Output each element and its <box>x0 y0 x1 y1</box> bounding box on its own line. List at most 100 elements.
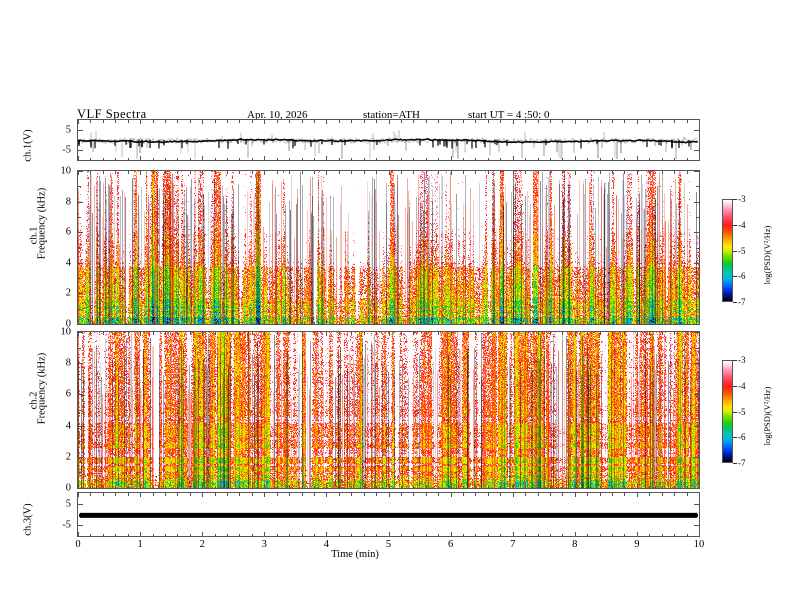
axis-tick <box>513 171 514 175</box>
axis-tick <box>103 332 104 335</box>
axis-tick <box>140 171 141 175</box>
axis-tick <box>587 171 588 174</box>
axis-tick <box>252 171 253 174</box>
colorbar-tick <box>733 385 737 387</box>
colorbar-tick <box>733 360 737 361</box>
axis-tick <box>78 394 83 395</box>
axis-tick <box>488 493 489 496</box>
axis-tick <box>699 120 700 124</box>
axis-tick <box>190 533 191 536</box>
axis-tick <box>239 321 240 324</box>
axis-tick <box>401 533 402 536</box>
axis-tick <box>674 171 675 174</box>
axis-tick <box>694 130 699 131</box>
axis-tick <box>128 171 129 174</box>
axis-tick <box>302 493 303 496</box>
axis-tick <box>252 332 253 335</box>
axis-tick <box>339 120 340 123</box>
axis-tick <box>239 332 240 335</box>
axis-tick <box>612 332 613 335</box>
axis-tick <box>153 533 154 536</box>
axis-tick <box>277 493 278 496</box>
axis-tick <box>177 533 178 536</box>
axis-tick <box>488 485 489 488</box>
axis-tick <box>562 157 563 160</box>
axis-tick <box>78 332 83 333</box>
axis-tick <box>326 484 327 488</box>
axis-tick <box>289 485 290 488</box>
axis-tick <box>90 493 91 496</box>
axis-tick <box>513 156 514 160</box>
axis-tick <box>215 120 216 123</box>
axis-tick <box>587 332 588 335</box>
axis-tick <box>339 332 340 335</box>
axis-tick <box>550 171 551 174</box>
axis-tick <box>277 533 278 536</box>
axis-tick <box>351 493 352 496</box>
axis-tick <box>587 493 588 496</box>
axis-tick <box>401 171 402 174</box>
axis-tick <box>696 217 699 218</box>
axis-tick <box>694 426 699 427</box>
y-axis-tick-label: 0 <box>65 318 71 330</box>
axis-tick <box>165 321 166 324</box>
axis-tick <box>78 410 81 411</box>
colorbar-tick-label: -7 <box>738 458 746 468</box>
ch1-waveform-axis-label: ch.1(V) <box>22 129 34 162</box>
axis-tick <box>575 120 576 124</box>
axis-tick <box>463 171 464 174</box>
axis-tick <box>78 202 83 203</box>
axis-tick <box>600 321 601 324</box>
axis-tick <box>649 332 650 335</box>
axis-tick <box>637 120 638 124</box>
axis-tick <box>694 525 699 526</box>
axis-tick <box>538 332 539 335</box>
axis-tick <box>624 157 625 160</box>
axis-tick <box>215 171 216 174</box>
axis-tick <box>128 157 129 160</box>
axis-tick <box>364 171 365 174</box>
axis-tick <box>264 320 265 324</box>
axis-tick <box>202 171 203 175</box>
x-axis-tick-label: 4 <box>323 539 330 550</box>
header-start-ut: start UT = 4 :50: 0 <box>468 109 550 121</box>
axis-tick <box>215 493 216 496</box>
axis-tick <box>264 484 265 488</box>
axis-tick <box>302 332 303 335</box>
x-axis-tick-label: 5 <box>385 539 392 550</box>
axis-tick <box>463 120 464 123</box>
axis-tick <box>314 485 315 488</box>
axis-tick <box>550 332 551 335</box>
axis-tick <box>78 324 83 325</box>
axis-tick <box>401 157 402 160</box>
axis-tick <box>525 485 526 488</box>
axis-tick <box>165 493 166 496</box>
axis-tick <box>314 171 315 174</box>
axis-tick <box>339 493 340 496</box>
axis-tick <box>165 332 166 335</box>
axis-tick <box>637 171 638 175</box>
axis-tick <box>364 120 365 123</box>
axis-tick <box>302 321 303 324</box>
axis-tick <box>475 321 476 324</box>
axis-tick <box>600 171 601 174</box>
axis-tick <box>500 171 501 174</box>
axis-tick <box>115 533 116 536</box>
axis-tick <box>538 485 539 488</box>
axis-tick <box>488 533 489 536</box>
axis-tick <box>190 120 191 123</box>
axis-tick <box>438 332 439 335</box>
axis-tick <box>413 493 414 496</box>
axis-tick <box>438 321 439 324</box>
axis-tick <box>115 120 116 123</box>
axis-tick <box>500 332 501 335</box>
colorbar-tick <box>733 199 737 200</box>
axis-tick <box>289 157 290 160</box>
axis-tick <box>694 263 699 264</box>
axis-tick <box>103 485 104 488</box>
axis-tick <box>351 485 352 488</box>
axis-tick <box>694 332 699 333</box>
axis-tick <box>550 533 551 536</box>
axis-tick <box>376 120 377 123</box>
axis-tick <box>314 332 315 335</box>
